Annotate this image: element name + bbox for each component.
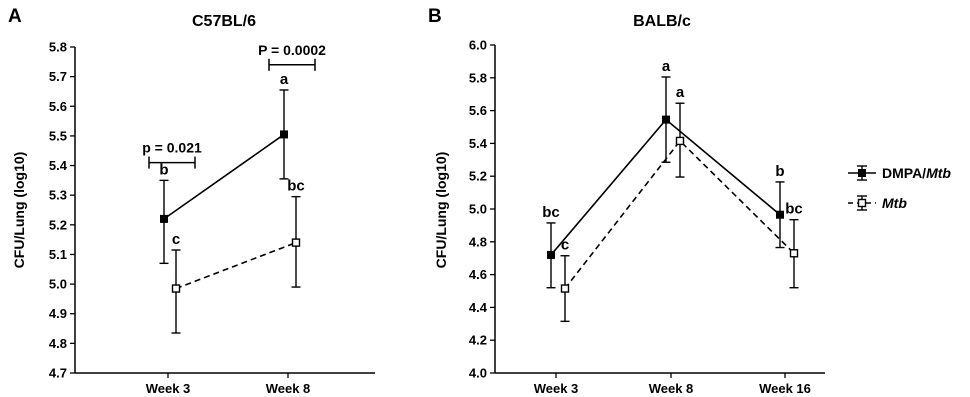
- panel-a-comparison-pvalue: p = 0.021: [142, 140, 202, 156]
- panel-b-significance-letter: a: [662, 58, 671, 75]
- panel-b-y-tick-label: 4.2: [469, 333, 487, 348]
- panel-a-y-tick-label: 5.6: [49, 99, 67, 114]
- panel-b-y-tick-label: 4.0: [469, 366, 487, 381]
- panel-a-data-point: [291, 238, 301, 247]
- panel-b-y-tick-label: 4.6: [469, 267, 487, 282]
- panel-b-data-point: [675, 136, 685, 146]
- panel-a-series-line-dmpa-mtb: [163, 133, 285, 220]
- panel-b-title: BALB/c: [633, 13, 691, 30]
- panel-a-y-tick-label: 4.7: [49, 366, 67, 381]
- panel-b-data-point: [560, 284, 570, 293]
- panel-b-data-point: [776, 210, 784, 219]
- panel-b: B BALB/c CFU/Lung (log10) 4.04.24.44.64.…: [428, 6, 825, 396]
- panel-b-y-tick-label: 6.0: [469, 38, 487, 53]
- panel-a-data-point: [160, 214, 168, 223]
- panel-b-data-point: [789, 249, 799, 258]
- panel-a-y-tick-label: 5.1: [49, 247, 67, 262]
- panel-b-x-tick-label: Week 3: [534, 381, 579, 396]
- panel-b-y-tick-label: 4.4: [469, 300, 488, 315]
- panel-a-data-point: [280, 130, 288, 139]
- panel-a-plot-area: 4.7 4.8 4.9 5.0 5.1 5.2 5.3 5.4 5.5 5.6 5.7 5.8 Week…: [49, 40, 326, 397]
- panel-a-y-tick-label: 5.4: [49, 158, 68, 173]
- panel-b-significance-letter: a: [676, 84, 685, 101]
- panel-a-data-point: [171, 284, 181, 293]
- panel-a-y-tick-label: 4.9: [49, 306, 67, 321]
- panel-a-y-tick-label: 4.8: [49, 336, 67, 351]
- legend-label-dmpa-mtb: DMPA/Mtb: [882, 165, 951, 181]
- panel-b-y-tick-label: 5.8: [469, 70, 487, 85]
- panel-b-significance-letter: b: [775, 163, 784, 180]
- panel-b-plot-area: 4.0 4.2 4.4 4.6 4.8 5.0 5.2 5.4 5.6 5.8 6.0 Week 3 W…: [469, 38, 811, 397]
- panel-a-y-tick-label: 5.8: [49, 40, 67, 55]
- panel-b-data-point: [547, 250, 555, 259]
- panel-a-y-tick-label: 5.7: [49, 69, 67, 84]
- panel-a-series-line-mtb: [175, 241, 297, 290]
- panel-b-data-point: [662, 115, 670, 124]
- panel-a-title: C57BL/6: [192, 13, 256, 30]
- panel-b-significance-letter: bc: [542, 204, 560, 221]
- panel-a-y-axis-label: CFU/Lung (log10): [11, 152, 27, 269]
- panel-b-y-tick-label: 5.4: [469, 136, 488, 151]
- legend-entry-mtb: Mtb: [848, 195, 907, 211]
- panel-b-significance-letter: c: [561, 237, 569, 254]
- legend-label-mtb: Mtb: [882, 195, 907, 211]
- panel-a-x-tick-label: Week 8: [266, 381, 311, 396]
- panel-a-letter: A: [8, 6, 22, 27]
- panel-b-y-tick-label: 5.2: [469, 169, 487, 184]
- panel-a-y-tick-label: 5.5: [49, 128, 67, 143]
- panel-b-significance-letter: bc: [785, 201, 803, 218]
- panel-a-y-tick-label: 5.0: [49, 277, 67, 292]
- legend-entry-dmpa-mtb: DMPA/Mtb: [848, 165, 951, 181]
- panel-a-y-tick-label: 5.2: [49, 217, 67, 232]
- panel-a-comparison-pvalue: P = 0.0002: [258, 42, 326, 58]
- panel-b-x-tick-label: Week 8: [649, 381, 694, 396]
- panel-a-significance-letter: c: [172, 231, 180, 248]
- panel-a-significance-letter: b: [159, 161, 168, 178]
- panel-b-y-axis-label: CFU/Lung (log10): [433, 152, 449, 269]
- panel-a-x-tick-label: Week 3: [146, 381, 191, 396]
- panel-b-x-tick-label: Week 16: [759, 381, 811, 396]
- panel-b-series-line-mtb: [564, 139, 795, 290]
- panel-a: A C57BL/6 CFU/Lung (log10) 4.7 4.8 4.9 5.0 5…: [8, 6, 375, 396]
- legend-marker-filled: [858, 169, 866, 177]
- panel-a-significance-letter: bc: [287, 178, 305, 195]
- panel-b-y-tick-label: 5.6: [469, 103, 487, 118]
- panel-b-y-tick-label: 5.0: [469, 202, 487, 217]
- legend: DMPA/Mtb Mtb: [848, 165, 951, 211]
- panel-a-y-tick-label: 5.3: [49, 188, 67, 203]
- legend-marker-open: [857, 198, 867, 208]
- panel-a-significance-letter: a: [280, 71, 289, 88]
- panel-b-y-tick-label: 4.8: [469, 234, 487, 249]
- panel-b-letter: B: [428, 6, 442, 27]
